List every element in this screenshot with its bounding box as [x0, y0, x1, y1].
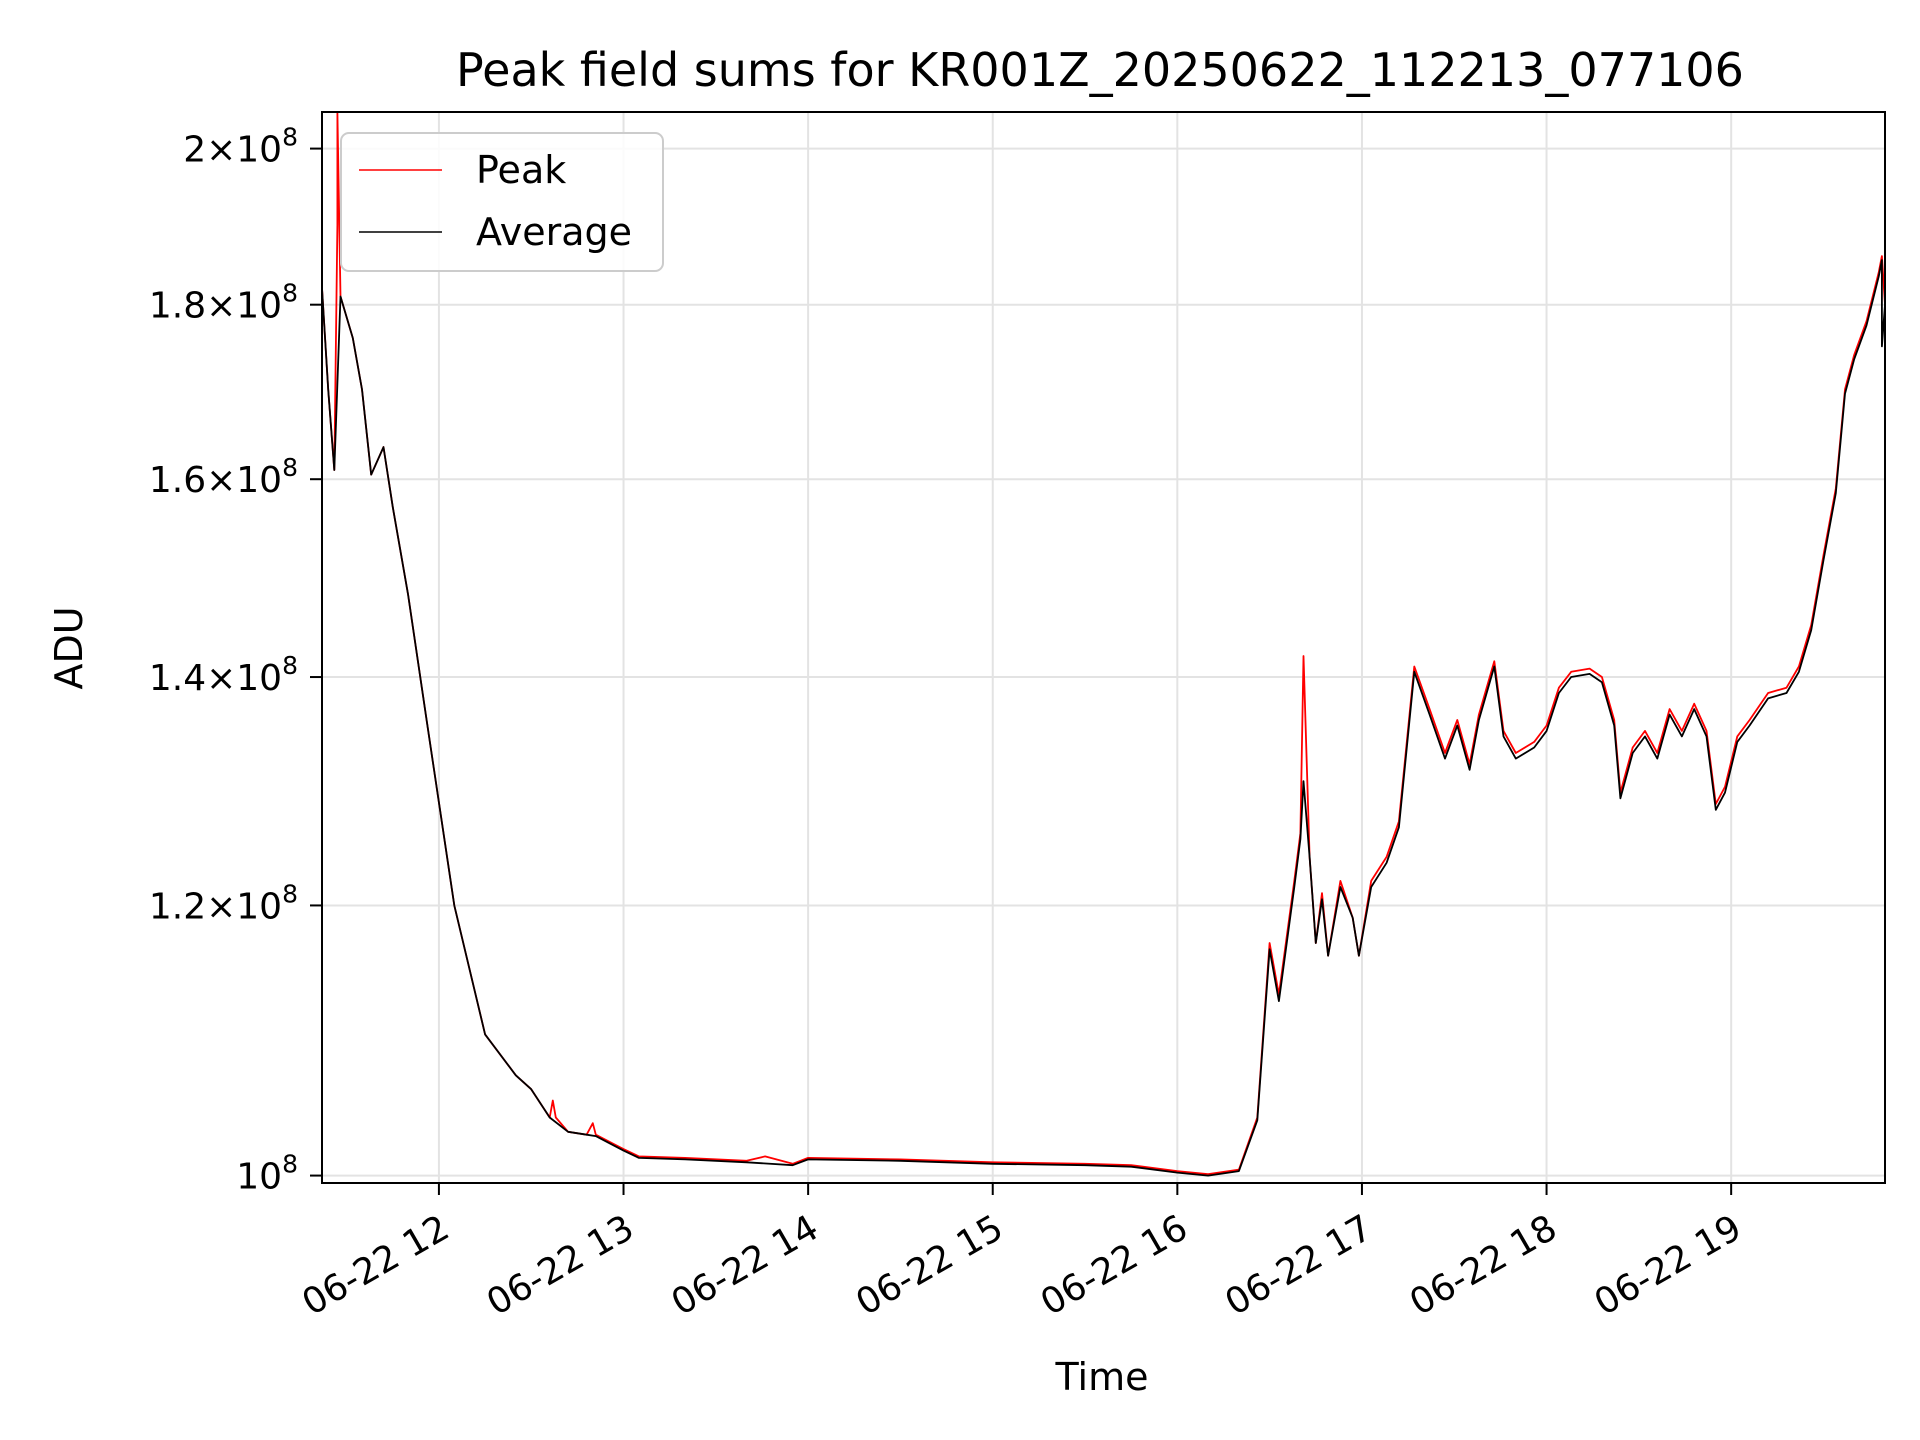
- y-axis-label: ADU: [47, 606, 91, 689]
- legend-label-average: Average: [476, 210, 632, 254]
- legend: Peak Average: [340, 132, 664, 272]
- chart-title: Peak field sums for KR001Z_20250622_1122…: [456, 43, 1744, 97]
- y-tick-label: 1.2×108: [149, 879, 298, 927]
- y-axis-ticks: 108 1.2×108 1.4×108 1.6×108 1.8×108 2×108: [149, 123, 322, 1198]
- y-tick-label: 1.6×108: [149, 453, 298, 501]
- legend-box: [340, 132, 664, 272]
- y-tick-label: 1.8×108: [149, 279, 298, 327]
- series-line-average: [321, 259, 1886, 1177]
- legend-label-peak: Peak: [476, 148, 566, 192]
- x-axis-label: Time: [1055, 1355, 1149, 1399]
- y-tick-label: 2×108: [183, 123, 298, 171]
- y-tick-label: 108: [236, 1150, 298, 1198]
- grid: [322, 112, 1885, 1183]
- plot-frame: [321, 111, 1886, 1184]
- y-tick-label: 1.4×108: [149, 651, 298, 699]
- series-lines: [321, 111, 1886, 1177]
